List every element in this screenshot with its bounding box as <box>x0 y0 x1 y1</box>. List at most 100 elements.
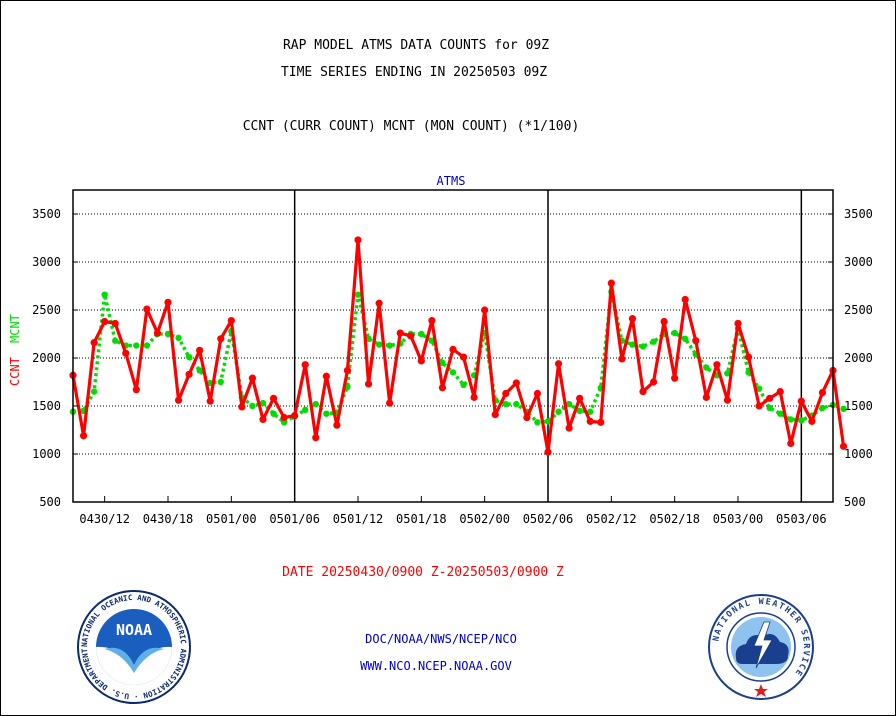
ccnt-point <box>776 388 784 396</box>
ccnt-point <box>417 357 425 365</box>
x-tick-label: 0501/18 <box>396 512 447 526</box>
mcnt-point <box>175 334 182 342</box>
ccnt-point <box>692 337 700 345</box>
ccnt-point <box>818 388 827 397</box>
x-tick-label: 0501/00 <box>206 512 257 526</box>
mcnt-point <box>787 416 794 423</box>
ccnt-point <box>217 335 225 343</box>
ccnt-point <box>649 378 658 386</box>
ccnt-point <box>681 295 689 304</box>
ccnt-point <box>533 389 542 398</box>
ccnt-point <box>744 353 753 361</box>
ccnt-point <box>164 298 172 306</box>
mcnt-point <box>587 408 594 415</box>
x-tick-label: 0503/06 <box>776 512 827 526</box>
ccnt-point <box>396 329 404 337</box>
mcnt-point <box>143 342 151 349</box>
ccnt-point <box>90 339 98 347</box>
nws-logo: NATIONAL WEATHER SERVICE <box>708 594 814 700</box>
ccnt-point <box>766 394 774 402</box>
ccnt-point <box>438 384 447 392</box>
org-path-label: DOC/NOAA/NWS/NCEP/NCO <box>365 632 517 646</box>
mcnt-point <box>101 291 108 298</box>
mcnt-point <box>629 341 636 348</box>
mcnt-point <box>323 410 330 417</box>
y-tick-label-left: 2000 <box>32 351 61 365</box>
mcnt-point <box>639 343 647 350</box>
mcnt-point <box>840 405 847 413</box>
mcnt-point <box>196 367 203 374</box>
mcnt-point <box>755 385 763 392</box>
y-tick-label-left: 1500 <box>32 399 61 413</box>
x-tick-label: 0430/18 <box>143 512 194 526</box>
chart-title-line1: RAP MODEL ATMS DATA COUNTS for 09Z <box>282 38 550 53</box>
x-tick-label: 0502/12 <box>586 512 637 526</box>
y-tick-label-right: 2000 <box>844 351 873 365</box>
ccnt-point <box>343 366 352 375</box>
ccnt-point <box>502 389 510 398</box>
ccnt-point <box>132 386 140 394</box>
ccnt-series-line <box>71 238 846 454</box>
ccnt-point <box>597 418 605 426</box>
date-range-label: DATE 20250430/0900 Z-20250503/0900 Z <box>282 565 564 580</box>
mcnt-point <box>185 353 193 361</box>
ccnt-point <box>671 374 679 382</box>
x-tick-label: 0501/06 <box>269 512 320 526</box>
ccnt-point <box>491 411 499 419</box>
mcnt-point <box>555 408 562 415</box>
ccnt-point <box>407 332 415 340</box>
mcnt-point <box>112 337 119 344</box>
ccnt-point <box>839 442 848 450</box>
ccnt-point <box>312 434 320 442</box>
y-tick-label-left: 2500 <box>32 303 61 317</box>
grid-lines <box>73 213 833 455</box>
mcnt-point <box>90 388 98 395</box>
mcnt-point <box>302 406 309 414</box>
mcnt-point <box>133 342 140 349</box>
ccnt-point <box>111 319 119 328</box>
ccnt-point <box>122 349 130 357</box>
mcnt-point <box>534 419 541 426</box>
y-tick-label-right: 1000 <box>844 447 873 461</box>
ccnt-point <box>628 315 637 323</box>
ccnt-point <box>174 396 183 404</box>
mcnt-point <box>766 404 773 412</box>
y-tick-label-right: 3000 <box>844 255 873 269</box>
mcnt-point <box>354 291 362 298</box>
mcnt-point <box>544 418 552 425</box>
ccnt-point <box>322 372 330 380</box>
noaa-logo: NATIONAL OCEANIC AND ATMOSPHERIC ADMINIS… <box>74 587 191 704</box>
ccnt-point <box>143 305 151 313</box>
mcnt-point <box>682 335 689 342</box>
chart-subtitle: ATMS <box>437 174 466 188</box>
ccnt-point <box>660 317 668 326</box>
mcnt-point <box>777 410 784 417</box>
ccnt-point <box>554 360 563 368</box>
ccnt-point <box>196 346 204 354</box>
ccnt-point <box>523 413 531 422</box>
mcnt-point <box>703 364 710 371</box>
ccnt-point <box>238 403 246 411</box>
ccnt-point <box>185 370 193 378</box>
mcnt-point <box>798 417 805 424</box>
ccnt-point <box>280 413 288 422</box>
ccnt-point <box>808 417 816 425</box>
ccnt-point <box>386 399 394 407</box>
y-tick-label-left: 3000 <box>32 255 61 269</box>
mcnt-point <box>819 404 826 412</box>
plot-border <box>72 189 834 503</box>
mcnt-point <box>375 341 383 348</box>
ccnt-point <box>607 279 615 287</box>
chart-title-line2: TIME SERIES ENDING IN 20250503 09Z <box>280 65 548 80</box>
mcnt-point <box>312 400 319 408</box>
ccnt-point <box>797 397 805 405</box>
ccnt-point <box>248 374 257 382</box>
ccnt-point <box>723 396 732 404</box>
mcnt-point <box>418 330 425 338</box>
ccnt-point <box>544 448 552 456</box>
ccnt-point <box>428 316 436 325</box>
data-series <box>69 236 848 456</box>
x-tick-label: 0502/06 <box>523 512 574 526</box>
x-tick-label: 0502/18 <box>649 512 700 526</box>
